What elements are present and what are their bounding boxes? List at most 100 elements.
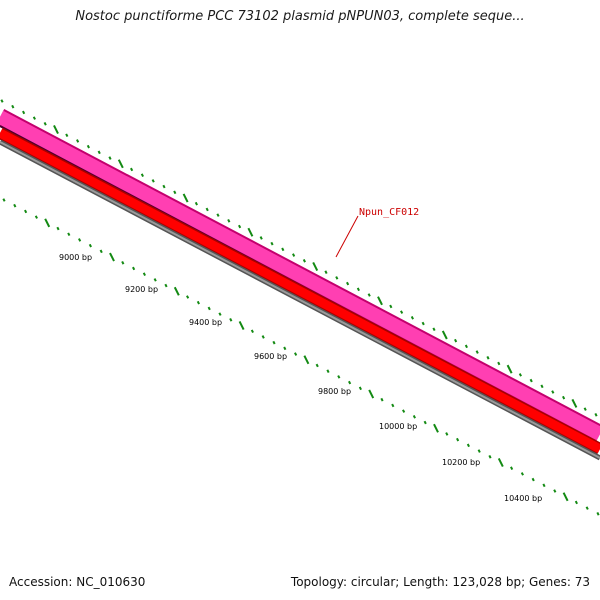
- minor-tick: [281, 247, 285, 252]
- minor-tick: [510, 466, 514, 470]
- major-tick: [117, 159, 124, 169]
- minor-tick: [216, 213, 220, 217]
- minor-tick: [218, 312, 222, 316]
- major-tick: [247, 227, 254, 237]
- map-title: Nostoc punctiforme PCC 73102 plasmid pNP…: [75, 9, 525, 24]
- major-tick: [441, 330, 448, 340]
- minor-tick: [2, 198, 6, 202]
- major-tick: [182, 193, 189, 203]
- minor-tick: [32, 116, 36, 120]
- minor-tick: [0, 99, 4, 103]
- minor-tick: [531, 477, 535, 482]
- minor-tick: [164, 283, 168, 288]
- ruler-label: 10400 bp: [504, 494, 542, 503]
- minor-tick: [194, 201, 198, 206]
- minor-tick: [348, 380, 352, 385]
- minor-tick: [562, 395, 566, 400]
- minor-tick: [402, 409, 406, 413]
- minor-tick: [542, 483, 546, 488]
- minor-tick: [238, 224, 242, 229]
- minor-tick: [250, 329, 254, 334]
- minor-tick: [140, 173, 144, 177]
- minor-tick: [464, 344, 468, 349]
- minor-tick: [283, 346, 287, 351]
- ruler-label: 10000 bp: [379, 422, 417, 431]
- minor-tick: [108, 156, 112, 160]
- minor-tick: [227, 219, 231, 223]
- minor-tick: [391, 403, 395, 408]
- minor-tick: [76, 139, 80, 143]
- minor-tick: [142, 272, 146, 276]
- minor-tick: [229, 318, 233, 322]
- minor-tick: [67, 232, 71, 237]
- major-tick: [506, 364, 513, 374]
- gray-backbone-track: [0, 139, 600, 461]
- gene-label[interactable]: Npun_CF012: [359, 207, 419, 218]
- minor-tick: [22, 110, 26, 115]
- minor-tick: [13, 203, 17, 208]
- minor-tick: [173, 190, 177, 195]
- minor-tick: [43, 122, 47, 126]
- minor-tick: [292, 253, 296, 257]
- major-tick: [312, 261, 319, 271]
- minor-tick: [421, 321, 425, 326]
- major-tick: [377, 296, 383, 306]
- minor-tick: [410, 316, 414, 320]
- minor-tick: [56, 226, 60, 231]
- minor-tick: [34, 215, 38, 219]
- minor-tick: [272, 340, 276, 345]
- minor-tick: [24, 209, 28, 214]
- minor-tick: [346, 281, 350, 286]
- minor-tick: [261, 335, 265, 339]
- minor-tick: [551, 390, 555, 394]
- minor-tick: [456, 437, 460, 442]
- major-tick: [571, 398, 578, 408]
- minor-tick: [358, 386, 362, 391]
- minor-tick: [445, 432, 449, 436]
- ruler-labels: 9000 bp 9200 bp 9400 bp 9600 bp 9800 bp …: [59, 253, 542, 503]
- minor-tick: [130, 167, 134, 172]
- minor-tick: [540, 384, 544, 389]
- minor-tick: [86, 144, 90, 149]
- gene-callout[interactable]: Npun_CF012: [335, 207, 419, 258]
- accession-text: Accession: NC_010630: [9, 575, 146, 589]
- red-feature-track[interactable]: [0, 127, 600, 455]
- minor-tick: [594, 413, 598, 417]
- minor-tick: [529, 378, 533, 383]
- minor-tick: [423, 420, 427, 425]
- minor-tick: [88, 243, 92, 248]
- minor-tick: [520, 472, 524, 476]
- major-tick: [562, 492, 569, 502]
- minor-tick: [302, 258, 306, 263]
- minor-tick: [380, 397, 384, 402]
- minor-tick: [553, 489, 557, 493]
- minor-tick: [596, 512, 600, 516]
- minor-tick: [335, 276, 339, 280]
- minor-tick: [205, 207, 209, 212]
- ruler-label: 9800 bp: [318, 387, 351, 396]
- pink-feature-track[interactable]: [0, 109, 600, 442]
- ruler-label: 9600 bp: [254, 352, 287, 361]
- minor-tick: [389, 304, 393, 309]
- minor-tick: [270, 241, 274, 246]
- minor-tick: [186, 295, 190, 299]
- summary-text: Topology: circular; Length: 123,028 bp; …: [290, 575, 590, 589]
- minor-tick: [497, 361, 501, 366]
- minor-tick: [466, 443, 470, 448]
- minor-tick: [412, 415, 416, 419]
- upper-tick-row: [0, 99, 598, 417]
- minor-tick: [475, 350, 479, 354]
- minor-tick: [315, 363, 319, 368]
- minor-tick: [11, 104, 15, 109]
- major-tick: [497, 457, 504, 467]
- minor-tick: [585, 506, 589, 510]
- major-tick: [303, 355, 310, 365]
- minor-tick: [294, 352, 298, 356]
- ruler-label: 9000 bp: [59, 253, 92, 262]
- minor-tick: [432, 327, 436, 332]
- minor-tick: [162, 184, 166, 189]
- minor-tick: [337, 375, 341, 379]
- lower-tick-row: [2, 198, 600, 516]
- major-tick: [433, 423, 439, 433]
